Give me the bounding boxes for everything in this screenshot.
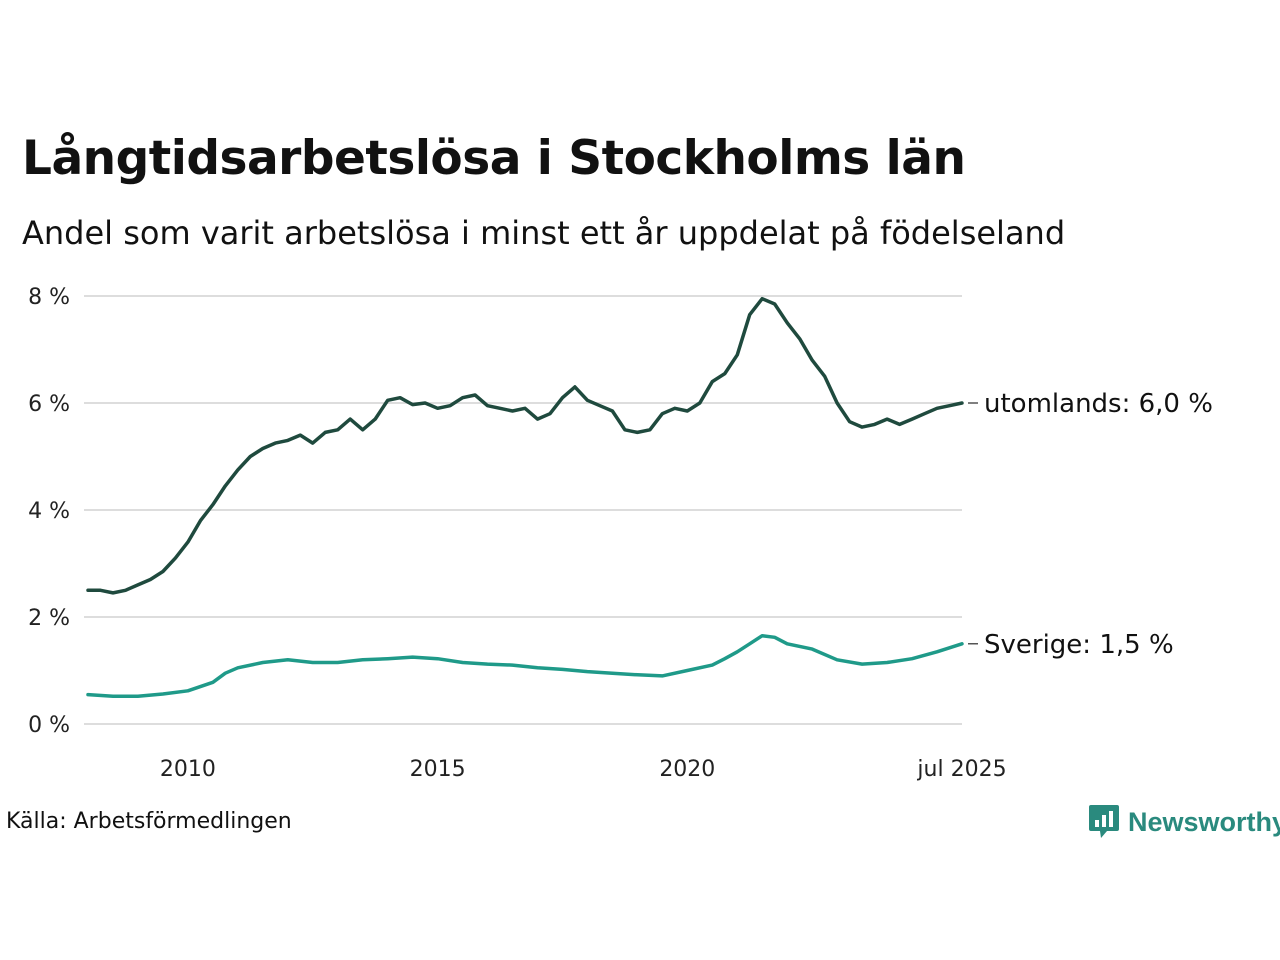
y-axis-tick-labels: 0 % 2 % 4 % 6 % 8 % [28,285,70,738]
x-tick-label: 2015 [410,757,466,782]
x-axis-tick-labels: 2010 2015 2020 jul 2025 [160,757,1007,782]
series-end-label: utomlands: 6,0 % [984,389,1213,419]
y-tick-label: 4 % [28,499,70,524]
series-end-label: Sverige: 1,5 % [984,630,1174,660]
source-note: Källa: Arbetsförmedlingen [6,809,292,834]
series-line-utomlands [86,296,964,595]
chart-title: Långtidsarbetslösa i Stockholms län [22,131,966,186]
newsworthy-logo: Newsworthy [1088,803,1280,841]
chart-subtitle: Andel som varit arbetslösa i minst ett å… [22,214,1066,252]
series-lines [86,296,964,698]
x-tick-label: 2010 [160,757,216,782]
series-end-labels: utomlands: 6,0 % Sverige: 1,5 % [968,389,1213,660]
y-tick-label: 0 % [28,713,70,738]
brand-name: Newsworthy [1128,806,1280,837]
y-tick-label: 8 % [28,285,70,310]
y-tick-label: 6 % [28,392,70,417]
series-line-sverige [86,633,964,698]
x-tick-label: 2020 [659,757,715,782]
x-tick-label: jul 2025 [916,757,1006,782]
y-tick-label: 2 % [28,606,70,631]
chart-bubble-icon [1089,805,1119,838]
gridlines [84,295,962,725]
